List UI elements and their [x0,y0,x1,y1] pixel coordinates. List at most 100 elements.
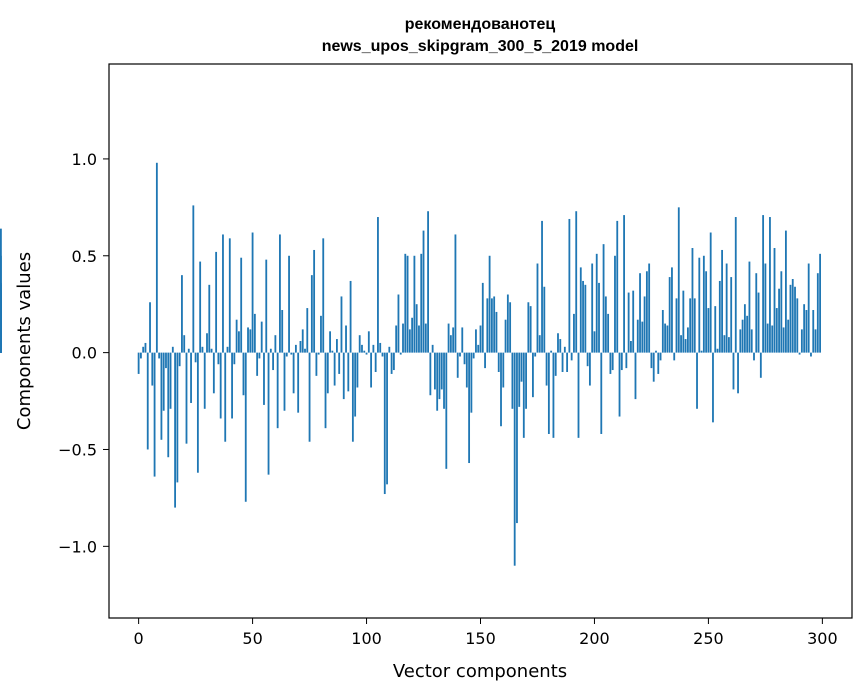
bar [162,352,165,411]
bar [766,323,769,353]
bar [235,319,238,353]
bar [427,211,429,353]
bar [196,352,199,473]
bar [712,352,714,423]
bar [354,352,357,417]
bar [641,321,644,353]
bar [468,352,471,464]
bar [206,333,208,353]
bar [784,230,787,353]
bar [247,327,249,353]
bar [381,352,384,357]
bar [748,261,751,353]
bar [739,329,742,353]
bar [543,286,546,353]
bar [149,302,151,353]
bar [356,352,359,388]
bar [680,335,682,353]
bar [333,352,336,386]
bar [308,352,311,442]
bar [422,230,425,353]
bar [664,323,667,353]
bar [798,352,801,355]
bar [208,284,211,353]
bar [782,327,785,353]
bar [527,302,530,353]
bar [677,207,680,353]
bar [438,352,441,400]
bar [534,352,537,357]
bar [513,352,516,566]
bar [803,304,806,353]
bar [805,310,808,353]
bar [634,352,637,400]
bar [463,352,466,365]
bar [267,352,270,475]
bar [732,352,735,390]
bar [176,352,179,483]
bar [322,238,325,353]
bar [365,352,368,355]
bar [504,319,507,353]
bar [283,352,286,411]
bar [716,348,719,353]
bar [420,253,423,353]
bar [313,249,316,353]
bar [671,267,673,353]
bar [538,335,541,353]
bar [165,352,167,369]
bar [265,259,268,353]
bar [611,352,614,371]
bar [591,263,594,353]
bar [445,352,448,469]
x-tick-label: 250 [693,629,724,648]
bar [625,352,628,369]
bar [429,352,432,396]
y-tick-label: 1.0 [72,150,97,169]
bar [299,341,302,353]
bar [709,232,712,353]
bar [320,315,322,353]
bar [595,253,598,353]
bar [329,331,331,353]
x-tick-label: 100 [351,629,382,648]
bar [502,352,505,388]
bar [794,286,796,353]
bar [185,352,188,444]
bar [800,329,803,353]
bar [689,298,692,353]
bar [532,352,534,398]
bar [187,348,190,353]
bar [702,255,705,353]
bar [488,255,491,353]
bar [361,344,363,353]
bar [377,217,379,353]
bar [338,352,341,374]
bar [746,315,749,353]
bar [780,271,783,353]
bar [481,282,484,353]
bar [620,352,623,371]
bar [454,234,457,353]
bar [773,248,776,353]
bar [518,352,521,407]
bar [682,290,685,353]
bars-group [0,162,821,566]
bar [155,162,158,353]
bar [661,310,664,353]
bar [178,352,181,367]
bar [370,352,373,388]
bar [600,352,603,434]
bar [506,294,509,353]
bar [721,249,723,353]
bar [698,257,701,353]
bar [787,319,790,353]
bar [413,255,416,353]
bar [490,298,493,353]
bar [199,261,202,353]
bar [541,220,543,353]
bar [418,325,420,353]
bar [728,337,730,353]
bar [242,352,245,396]
